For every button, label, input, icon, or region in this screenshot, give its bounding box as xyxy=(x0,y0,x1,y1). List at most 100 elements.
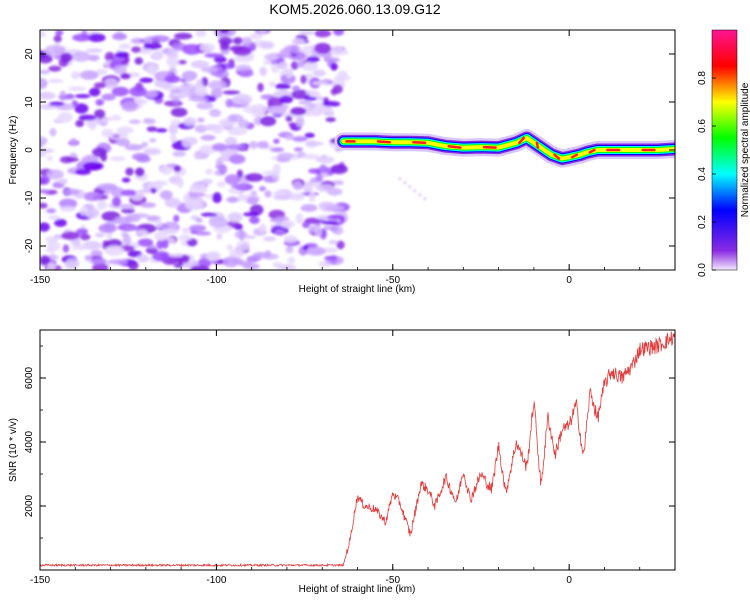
noise-blob xyxy=(224,174,241,185)
noise-blob xyxy=(95,99,105,106)
noise-blob xyxy=(197,117,205,123)
noise-blob xyxy=(271,63,280,74)
noise-blob xyxy=(40,202,48,209)
noise-blob xyxy=(176,177,184,189)
noise-blob xyxy=(222,90,241,95)
colorbar-tick-label: 0.0 xyxy=(697,263,708,277)
signal-band xyxy=(341,136,675,161)
noise-blob xyxy=(206,251,222,262)
noise-blob xyxy=(227,114,244,123)
noise-blob xyxy=(284,134,295,141)
noise-blob xyxy=(264,190,272,198)
noise-blob xyxy=(209,108,222,118)
noise-blob xyxy=(108,259,128,265)
noise-blob xyxy=(264,250,271,258)
noise-blob xyxy=(82,161,102,171)
noise-blob xyxy=(40,175,51,185)
noise-blob xyxy=(289,44,300,54)
noise-blob xyxy=(326,214,345,220)
noise-blob xyxy=(156,239,164,250)
noise-blob xyxy=(54,218,67,227)
noise-blob xyxy=(170,107,188,118)
noise-blob xyxy=(322,247,338,253)
noise-blob xyxy=(226,244,233,251)
x-tick-label: -100 xyxy=(206,275,226,286)
noise-blob xyxy=(250,190,257,196)
noise-blob xyxy=(224,136,238,147)
noise-blob xyxy=(182,227,190,234)
spectrogram-ylabel: Frequency (Hz) xyxy=(8,116,19,185)
noise-blob xyxy=(249,216,260,225)
noise-blob xyxy=(291,89,311,100)
colorbar-gradient xyxy=(712,30,737,270)
noise-blob xyxy=(200,212,218,217)
noise-blob xyxy=(201,178,213,185)
noise-blob xyxy=(324,204,345,212)
noise-blob xyxy=(110,156,126,162)
noise-blob xyxy=(299,30,315,36)
noise-blob xyxy=(46,169,64,180)
noise-blob xyxy=(60,52,73,63)
noise-blob xyxy=(101,93,116,101)
noise-blob xyxy=(143,147,162,156)
noise-blob xyxy=(44,45,64,57)
noise-blob xyxy=(330,164,348,175)
noise-blob xyxy=(124,144,144,151)
noise-blob xyxy=(141,141,149,148)
noise-blob xyxy=(113,65,127,75)
noise-blob xyxy=(324,255,338,261)
noise-blob xyxy=(40,91,56,100)
noise-blob xyxy=(130,213,150,219)
snr-frame xyxy=(39,329,676,571)
y-tick-label: 0 xyxy=(24,147,35,153)
noise-blob xyxy=(225,98,233,108)
noise-blob xyxy=(312,69,326,77)
noise-blob xyxy=(47,78,64,84)
noise-blob xyxy=(61,231,80,240)
noise-blob xyxy=(120,189,137,196)
noise-blob xyxy=(249,141,258,149)
noise-blob xyxy=(232,37,244,45)
noise-blob xyxy=(98,223,117,233)
x-tick-label: -100 xyxy=(206,575,226,586)
noise-blob xyxy=(242,212,260,217)
noise-blob xyxy=(134,167,145,177)
noise-blob xyxy=(144,90,158,98)
noise-blob xyxy=(295,116,305,128)
noise-blob xyxy=(92,263,109,270)
signal-peak xyxy=(482,145,497,149)
noise-blob xyxy=(272,195,292,201)
noise-blob xyxy=(116,126,134,134)
snr-panel: -150 -100 -50 0 2000 4000 6000 Height of stra… xyxy=(8,329,676,595)
noise-blob xyxy=(111,86,130,97)
x-tick-label: -50 xyxy=(386,275,401,286)
noise-blob xyxy=(131,153,149,161)
noise-blob xyxy=(188,97,209,102)
noise-blob xyxy=(151,180,168,186)
noise-blob xyxy=(154,231,168,241)
noise-blob xyxy=(183,117,197,127)
noise-blob xyxy=(139,77,154,83)
noise-blob xyxy=(195,30,207,38)
noise-blob xyxy=(231,184,247,189)
noise-blob xyxy=(111,196,122,207)
noise-blob xyxy=(87,54,100,62)
noise-blob xyxy=(85,48,103,53)
noise-blob xyxy=(79,233,91,241)
noise-blob xyxy=(40,148,55,154)
noise-blob xyxy=(198,257,212,268)
noise-blob xyxy=(288,122,297,127)
noise-blob xyxy=(274,216,290,221)
noise-blob xyxy=(250,108,266,117)
noise-blob xyxy=(300,74,307,84)
y-tick-label: -20 xyxy=(24,238,35,253)
noise-blob xyxy=(290,107,307,116)
noise-blob xyxy=(189,224,206,232)
noise-blob xyxy=(122,73,131,80)
noise-blob xyxy=(227,126,248,136)
noise-blob xyxy=(104,239,123,248)
noise-blob xyxy=(129,86,147,97)
noise-blob xyxy=(329,45,345,56)
noise-blob xyxy=(104,245,125,256)
noise-blob xyxy=(333,30,345,36)
